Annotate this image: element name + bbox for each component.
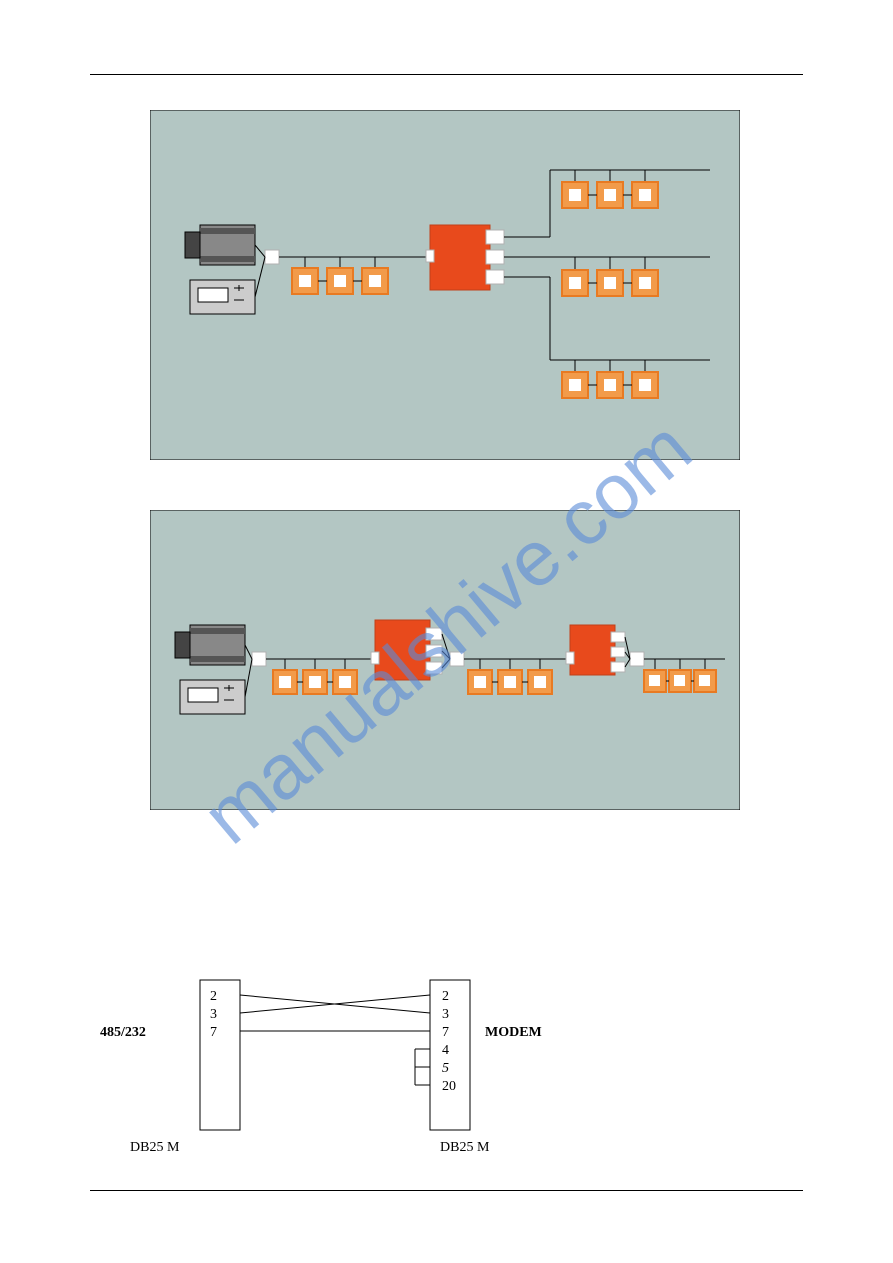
diagram-svg-chain [150, 510, 740, 810]
battery-device [190, 280, 255, 314]
top-rule [90, 74, 803, 75]
conn-mid [450, 652, 464, 666]
node-row-c3 [644, 659, 716, 692]
diagram-svg-star [150, 110, 740, 460]
svg-text:7: 7 [442, 1025, 449, 1040]
router-hub [426, 225, 504, 290]
bottom-rule [90, 1190, 803, 1191]
right-label: MODEM [485, 1025, 542, 1041]
conn-left [265, 250, 279, 264]
cable-diagram: 2 3 7 2 3 7 4 5 20 485/232 MODEM DB25 M … [130, 970, 765, 1170]
svg-text:3: 3 [210, 1007, 217, 1022]
svg-text:5: 5 [442, 1061, 449, 1076]
right-conn: DB25 M [440, 1140, 489, 1156]
svg-text:2: 2 [442, 989, 449, 1004]
svg-text:7: 7 [210, 1025, 217, 1040]
battery-device2 [180, 680, 245, 714]
svg-text:3: 3 [442, 1007, 449, 1022]
svg-text:20: 20 [442, 1079, 456, 1094]
conn-left2 [252, 652, 266, 666]
router-hub-2 [566, 625, 625, 675]
diagram-panel-chain [150, 510, 740, 810]
router-hub-1 [371, 620, 442, 680]
svg-text:4: 4 [442, 1043, 449, 1058]
left-conn: DB25 M [130, 1140, 179, 1156]
left-label: 485/232 [100, 1025, 146, 1041]
svg-text:2: 2 [210, 989, 217, 1004]
conn-right [630, 652, 644, 666]
diagram-panel-star [150, 110, 740, 460]
